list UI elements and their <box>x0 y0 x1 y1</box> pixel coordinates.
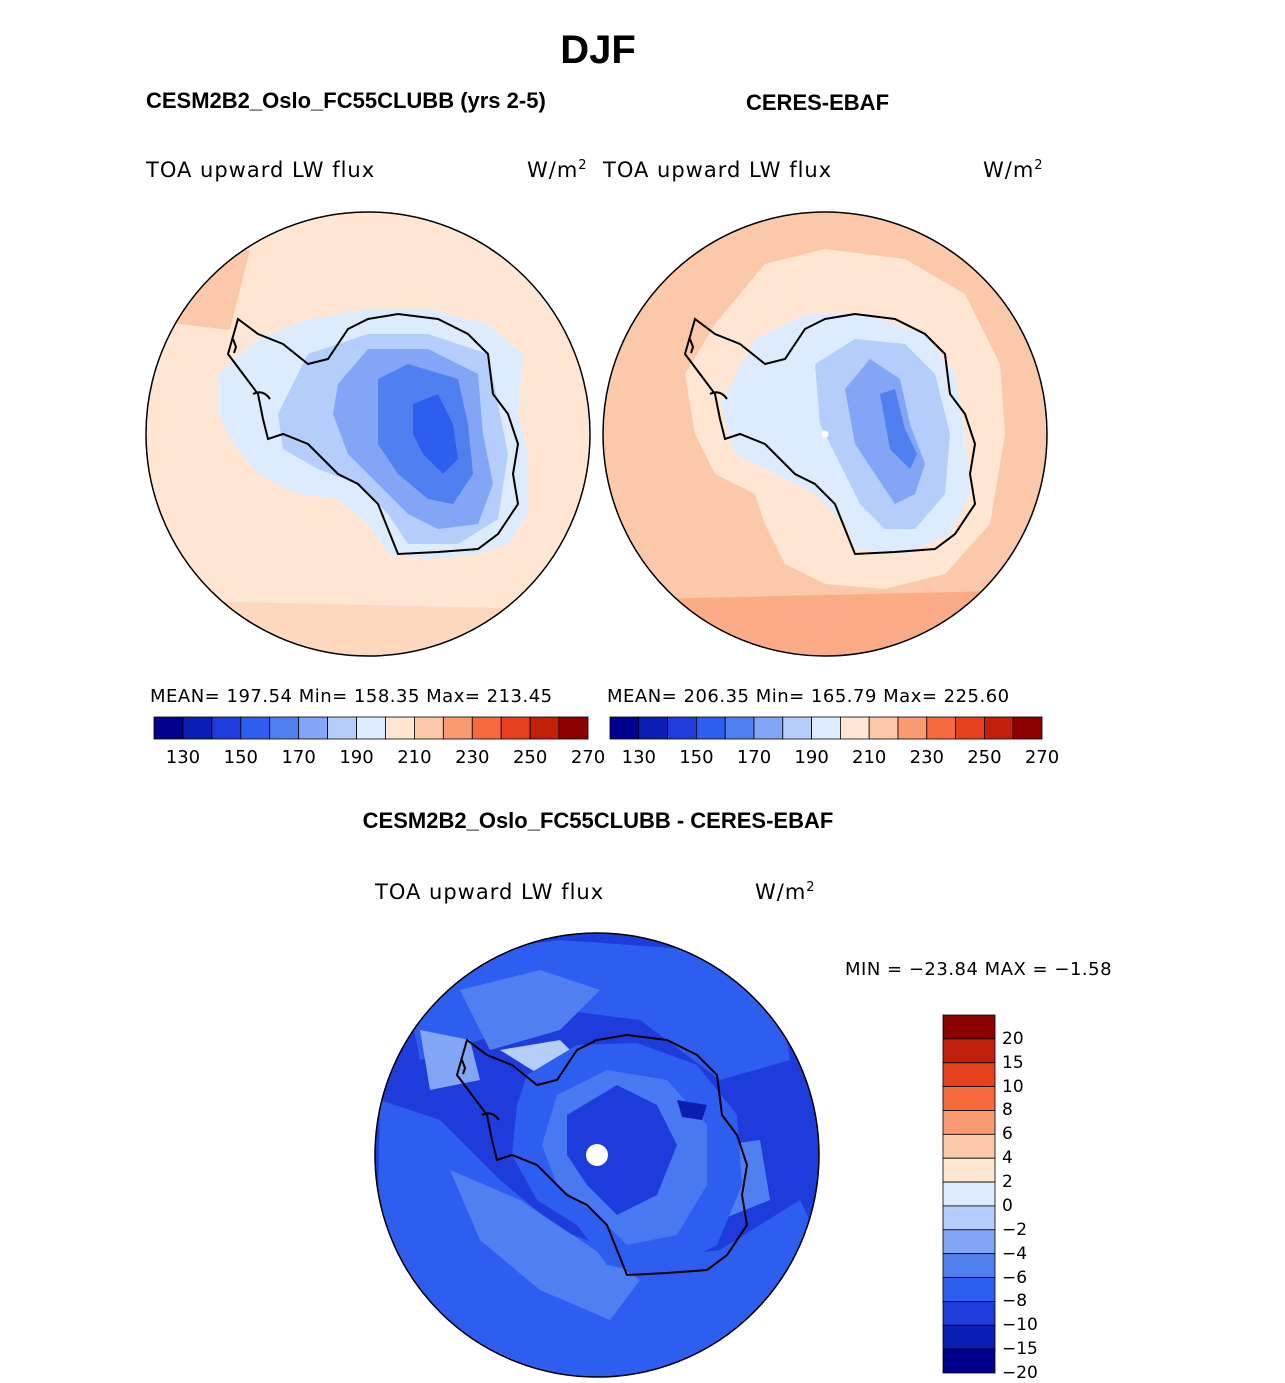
colorbar-swatch <box>897 716 928 740</box>
colorbar-swatch <box>471 716 502 740</box>
model-map <box>145 211 591 657</box>
colorbar-swatch <box>558 716 589 740</box>
colorbar-swatch <box>356 716 386 740</box>
colorbar-swatch <box>868 716 899 740</box>
colorbar-tick-label: 210 <box>397 747 432 768</box>
colorbar-swatch <box>413 716 444 740</box>
colorbar-level-label: 4 <box>1002 1148 1013 1169</box>
colorbar-swatch <box>269 716 300 740</box>
model-units-label: W/m2 <box>527 158 588 182</box>
colorbar-level-label: 10 <box>1002 1076 1024 1097</box>
season-title: DJF <box>560 28 636 72</box>
colorbar-level-label: −6 <box>1002 1267 1028 1288</box>
colorbar-swatch <box>942 1181 996 1207</box>
diff-panel-title: CESM2B2_Oslo_FC55CLUBB - CERES-EBAF <box>362 808 834 833</box>
colorbar-level-label: −15 <box>1002 1339 1038 1360</box>
colorbar-swatch <box>942 1133 996 1159</box>
colorbar-swatch <box>442 716 473 740</box>
colorbar-swatch <box>942 1324 996 1350</box>
colorbar-level-label: −8 <box>1002 1291 1028 1312</box>
colorbar-swatch <box>609 716 640 740</box>
colorbar-tick-label: 190 <box>339 747 374 768</box>
colorbar-level-label: 2 <box>1002 1172 1013 1193</box>
colorbar-swatch <box>182 716 213 740</box>
colorbar-swatch <box>500 716 531 740</box>
colorbar-level-label: 20 <box>1002 1028 1024 1049</box>
colorbar-swatch <box>840 716 870 740</box>
colorbar-swatch <box>955 716 985 740</box>
colorbar-swatch <box>942 1229 996 1255</box>
colorbar-level-label: −20 <box>1002 1363 1038 1383</box>
colorbar-tick-label: 130 <box>165 747 201 768</box>
colorbar-swatch <box>942 1157 996 1183</box>
colorbar-swatch <box>942 1348 996 1374</box>
obs-variable-label: TOA upward LW flux <box>603 158 833 182</box>
colorbar-swatch <box>724 716 755 740</box>
colorbar-swatch <box>240 716 271 740</box>
colorbar-level-label: −4 <box>1002 1243 1028 1264</box>
colorbar-level-label: 6 <box>1002 1124 1013 1145</box>
colorbar-swatch <box>153 716 184 740</box>
model-panel-title: CESM2B2_Oslo_FC55CLUBB (yrs 2-5) <box>146 88 546 113</box>
obs-units-label: W/m2 <box>983 158 1044 182</box>
colorbar-swatch <box>782 716 812 740</box>
colorbar-level-label: −10 <box>1002 1315 1038 1336</box>
colorbar-swatch <box>942 1062 996 1087</box>
colorbar-tick-label: 250 <box>512 747 548 768</box>
model-stats: MEAN= 197.54 Min= 158.35 Max= 213.45 <box>150 686 553 707</box>
colorbar-tick-label: 210 <box>852 747 887 768</box>
colorbar-tick-label: 230 <box>909 747 944 768</box>
colorbar-swatch <box>942 1014 996 1040</box>
colorbar-tick-label: 150 <box>679 747 714 768</box>
colorbar-swatch <box>942 1038 996 1064</box>
colorbar-tick-label: 190 <box>794 747 829 768</box>
colorbar-swatch <box>327 716 357 740</box>
colorbar-swatch <box>667 716 697 740</box>
colorbar-swatch <box>942 1086 996 1111</box>
model-colorbar <box>153 716 589 740</box>
obs-panel-title: CERES-EBAF <box>746 90 890 115</box>
colorbar-level-label: 8 <box>1002 1100 1013 1121</box>
colorbar-tick-label: 170 <box>736 747 772 768</box>
diff-map <box>374 932 820 1378</box>
colorbar-swatch <box>1012 716 1043 740</box>
colorbar-tick-label: 150 <box>223 747 258 768</box>
obs-map <box>602 211 1048 657</box>
colorbar-swatch <box>529 716 560 740</box>
colorbar-swatch <box>942 1110 996 1135</box>
colorbar-tick-label: 230 <box>455 747 490 768</box>
colorbar-swatch <box>753 716 784 740</box>
obs-stats: MEAN= 206.35 Min= 165.79 Max= 225.60 <box>607 686 1010 707</box>
colorbar-swatch <box>926 716 956 740</box>
colorbar-level-label: −2 <box>1002 1219 1028 1240</box>
colorbar-level-label: 15 <box>1002 1052 1024 1073</box>
colorbar-swatch <box>211 716 242 740</box>
diff-colorbar <box>942 1014 996 1374</box>
model-variable-label: TOA upward LW flux <box>146 158 376 182</box>
obs-colorbar <box>609 716 1043 740</box>
colorbar-swatch <box>984 716 1014 740</box>
colorbar-swatch <box>942 1205 996 1231</box>
colorbar-tick-label: 270 <box>1024 747 1060 768</box>
colorbar-swatch <box>811 716 841 740</box>
colorbar-level-label: 0 <box>1002 1195 1013 1216</box>
colorbar-swatch <box>942 1277 996 1302</box>
diff-variable-label: TOA upward LW flux <box>375 880 605 904</box>
colorbar-swatch <box>638 716 668 740</box>
colorbar-swatch <box>298 716 328 740</box>
colorbar-tick-label: 270 <box>570 747 606 768</box>
diff-stats: MIN = −23.84 MAX = −1.58 <box>845 959 1113 980</box>
colorbar-swatch <box>385 716 415 740</box>
colorbar-swatch <box>942 1301 996 1326</box>
colorbar-tick-label: 130 <box>621 747 656 768</box>
diff-units-label: W/m2 <box>755 880 816 904</box>
colorbar-tick-label: 250 <box>967 747 1002 768</box>
colorbar-swatch <box>696 716 726 740</box>
colorbar-swatch <box>942 1253 996 1278</box>
colorbar-tick-label: 170 <box>281 747 316 768</box>
